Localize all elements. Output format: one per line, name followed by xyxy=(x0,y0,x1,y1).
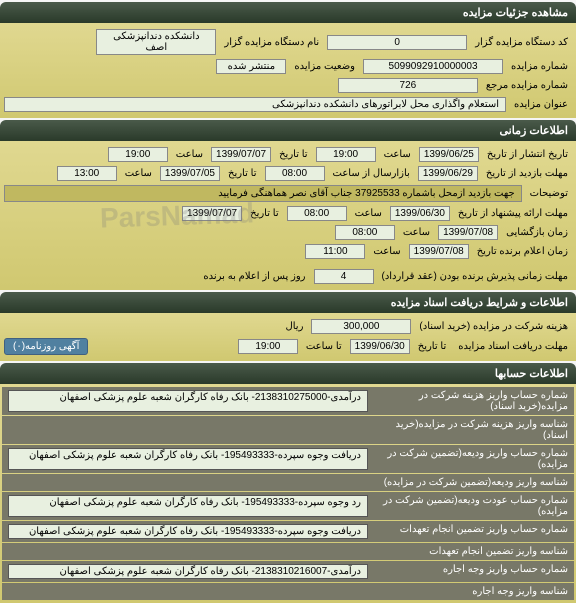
visit-label: مهلت بازدید از تاریخ xyxy=(482,168,572,179)
status-label: وضعیت مزایده xyxy=(290,61,359,72)
winner-deadline-label: مهلت زمانی پذیرش برنده بودن (عقد قرارداد… xyxy=(378,271,573,282)
time-label-6: ساعت xyxy=(369,246,404,257)
announce-date-field: 1399/07/08 xyxy=(409,244,469,259)
winner-suffix: روز پس از اعلام به برنده xyxy=(199,271,309,282)
note-field: جهت بازدید ازمحل باشماره 37925533 جناب آ… xyxy=(4,185,522,202)
account-row: شماره حساب واریز هزینه شرکت در مزایده(خر… xyxy=(2,387,574,415)
account-row-value: دریافت وجوه سپرده-195493333- بانک رفاه ک… xyxy=(8,448,368,470)
account-row: شماره حساب واریز ودیعه(تضمین شرکت در مزا… xyxy=(2,445,574,473)
account-row-label: شماره حساب واریز وجه اجاره xyxy=(368,564,568,579)
subject-label: عنوان مزایده xyxy=(510,99,572,110)
account-row-label: شناسه واریز وجه اجاره xyxy=(368,586,568,597)
doc-deadline-time-field: 19:00 xyxy=(238,339,298,354)
account-row-value: درآمدی-2138310275000- بانک رفاه کارگران … xyxy=(8,390,368,412)
section-time-body: تاریخ انتشار از تاریخ 1399/06/25 ساعت 19… xyxy=(0,141,576,290)
offer-from-field: 1399/06/30 xyxy=(390,206,450,221)
visit-time-to-field: 13:00 xyxy=(57,166,117,181)
org-name-label: نام دستگاه مزایده گزار xyxy=(220,37,323,48)
account-row-label: شماره حساب واریز تضمین انجام تعهدات xyxy=(368,524,568,539)
to-label-1: تا تاریخ xyxy=(275,149,312,160)
account-row-label: شناسه واریز ودیعه(تضمین شرکت در مزایده) xyxy=(368,477,568,488)
section-details-header: مشاهده جزئیات مزایده xyxy=(0,2,576,23)
to-label-3: تا تاریخ xyxy=(246,208,283,219)
account-row-label: شماره حساب واریز هزینه شرکت در مزایده(خر… xyxy=(368,390,568,412)
subject-field: استعلام واگذاری محل لابراتورهای دانشکده … xyxy=(4,97,506,112)
time-label-1: ساعت xyxy=(380,149,415,160)
doc-deadline-label: مهلت دریافت اسناد مزایده xyxy=(454,341,572,352)
auction-num-label: شماره مزایده xyxy=(507,61,572,72)
publish-label: تاریخ انتشار از تاریخ xyxy=(483,149,572,160)
time-label-2: ساعت xyxy=(172,149,207,160)
currency-label: ریال xyxy=(281,321,307,332)
publish-from-field: 1399/06/25 xyxy=(419,147,479,162)
visit-to-field: 1399/07/05 xyxy=(160,166,220,181)
account-row-value: رد وجوه سپرده-195493333- بانک رفاه کارگر… xyxy=(8,495,368,517)
time-label-4: ساعت xyxy=(351,208,386,219)
offer-label: مهلت ارائه پیشنهاد از تاریخ xyxy=(454,208,572,219)
open-date-field: 1399/07/08 xyxy=(438,225,498,240)
publish-time-from-field: 19:00 xyxy=(316,147,376,162)
note-label: توضیحات xyxy=(526,188,572,199)
newspaper-ad-button[interactable]: آگهی روزنامه(۰) xyxy=(4,338,88,355)
section-details-body: کد دستگاه مزایده گزار 0 نام دستگاه مزاید… xyxy=(0,23,576,118)
account-row-label: شناسه واریز هزینه شرکت در مزایده(خرید اس… xyxy=(368,419,568,441)
section-accounts-header: اطلاعات حسابها xyxy=(0,363,576,384)
account-row: شناسه واریز هزینه شرکت در مزایده(خرید اس… xyxy=(2,416,574,444)
account-row: شماره حساب واریز وجه اجارهدرآمدی-2138310… xyxy=(2,561,574,582)
announce-time-field: 11:00 xyxy=(305,244,365,259)
account-row-value: درآمدی-2138310216007- بانک رفاه کارگران … xyxy=(8,564,368,579)
doc-deadline-date-field: 1399/06/30 xyxy=(350,339,410,354)
section-time-header: اطلاعات زمانی xyxy=(0,120,576,141)
account-row: شناسه واریز تضمین انجام تعهدات xyxy=(2,543,574,560)
section-docs-header: اطلاعات و شرایط دریافت اسناد مزایده xyxy=(0,292,576,313)
open-time-field: 08:00 xyxy=(335,225,395,240)
publish-time-to-field: 19:00 xyxy=(108,147,168,162)
offer-to-field: 1399/07/07 xyxy=(182,206,242,221)
section-docs-body: هزینه شرکت در مزایده (خرید اسناد) 300,00… xyxy=(0,313,576,361)
org-code-label: کد دستگاه مزایده گزار xyxy=(471,37,572,48)
to-label-2: تا تاریخ xyxy=(224,168,261,179)
section-accounts-body: شماره حساب واریز هزینه شرکت در مزایده(خر… xyxy=(0,384,576,603)
org-code-field: 0 xyxy=(327,35,467,50)
account-row-label: شماره حساب واریز ودیعه(تضمین شرکت در مزا… xyxy=(368,448,568,470)
announce-label: زمان اعلام برنده تاریخ xyxy=(473,246,572,257)
open-label: زمان بازگشایی xyxy=(502,227,572,238)
account-row: شناسه واریز وجه اجاره xyxy=(2,583,574,600)
visit-time-from-field: 08:00 xyxy=(265,166,325,181)
visit-from-field: 1399/06/29 xyxy=(418,166,478,181)
doc-deadline-to-label: تا تاریخ xyxy=(414,341,451,352)
publish-to-field: 1399/07/07 xyxy=(211,147,271,162)
doc-deadline-time-label: تا ساعت xyxy=(302,341,346,352)
auction-num-field: 5099092910000003 xyxy=(363,59,503,74)
ref-num-field: 726 xyxy=(338,78,478,93)
account-row: شماره حساب واریز تضمین انجام تعهداتدریاف… xyxy=(2,521,574,542)
time-label-3: ساعت xyxy=(121,168,156,179)
account-row-label: شناسه واریز تضمین انجام تعهدات xyxy=(368,546,568,557)
org-name-field: دانشکده دندانپزشکی اصف xyxy=(96,29,216,55)
account-row-value: دریافت وجوه سپرده-195493333- بانک رفاه ک… xyxy=(8,524,368,539)
fee-field: 300,000 xyxy=(311,319,411,334)
account-row-label: شماره حساب عودت ودیعه(تضمین شرکت در مزای… xyxy=(368,495,568,517)
account-row: شماره حساب عودت ودیعه(تضمین شرکت در مزای… xyxy=(2,492,574,520)
time-label-5: ساعت xyxy=(399,227,434,238)
fee-label: هزینه شرکت در مزایده (خرید اسناد) xyxy=(415,321,572,332)
status-field: منتشر شده xyxy=(216,59,286,74)
ref-num-label: شماره مزایده مرجع xyxy=(482,80,572,91)
winner-days-field: 4 xyxy=(314,269,374,284)
resend-label: بازارسال از ساعت xyxy=(329,168,414,179)
account-row: شناسه واریز ودیعه(تضمین شرکت در مزایده) xyxy=(2,474,574,491)
offer-time-from-field: 08:00 xyxy=(287,206,347,221)
